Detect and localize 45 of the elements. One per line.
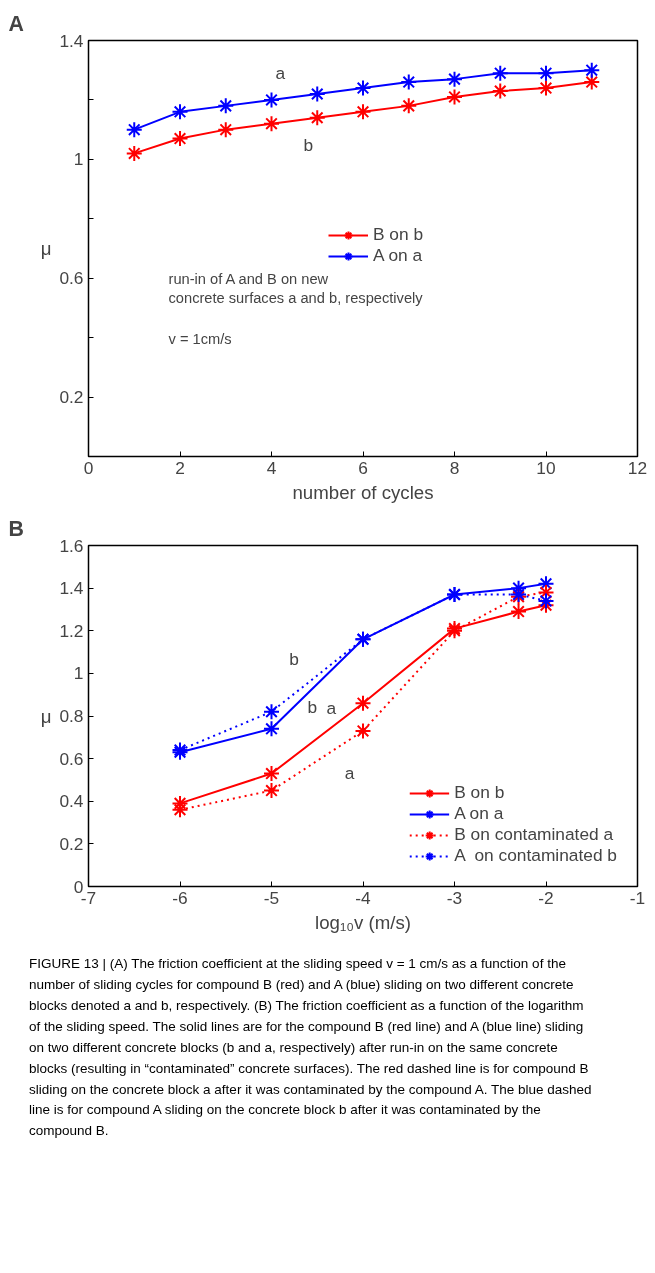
x-tick-label: -4	[355, 887, 372, 908]
chart-title: B	[8, 516, 24, 541]
y-tick-label: 0.6	[59, 268, 84, 289]
chart-title: A	[8, 11, 24, 36]
annotation: a	[326, 698, 337, 719]
legend-label: A on a	[373, 245, 423, 266]
y-tick-label: 1	[73, 663, 84, 684]
x-tick-label: 6	[358, 457, 368, 478]
legend-label: A on a	[454, 803, 504, 824]
y-tick-label: 0.8	[59, 706, 84, 726]
y-tick-label: 1.4	[59, 578, 84, 599]
y-tick-label: 1.4	[59, 30, 84, 51]
x-tick-label: 12	[627, 457, 648, 478]
y-tick-label: 0.4	[59, 791, 84, 812]
text: FIGURE 13 | (A) The friction coefficient at the sliding speed v = 1 cm/s as a function of the number of sliding cycles for compound B (red) and A (blue) sliding on two different concrete blocks denoted a and b, respectively. (B) The friction coefficient as a function of the logarithm of the sliding speed. The solid lines are for the compound B (red line) and A (blue line) sliding on two different concrete blocks (b and a, respectively) after run-in on the same concrete blocks (resulting in “contaminated” concrete surfaces). The red dashed line is for compound B sliding on the concrete block a after it was contaminated by the compound A. The blue dashed line is for compound A sliding on the concrete block b after it was contaminated by the compound B.	[29, 956, 592, 1139]
y-axis-title: μ	[40, 705, 52, 727]
y-tick-label: 1	[73, 149, 84, 170]
y-tick-label: 1.6	[59, 535, 84, 556]
x-tick-label: -3	[446, 887, 463, 908]
annotation: run-in of A and B on new concrete surfaces a and b, respectively	[168, 271, 424, 307]
annotation: v = 1cm/s	[168, 330, 232, 347]
x-tick-label: -5	[263, 887, 280, 908]
legend-label: B on b	[454, 782, 505, 803]
x-axis-title: number of cycles	[292, 481, 434, 503]
x-tick-label: 10	[536, 457, 556, 478]
y-tick-label: 0.6	[59, 748, 84, 769]
annotation: a	[344, 762, 355, 783]
x-tick-label: -2	[538, 887, 554, 908]
x-tick-label: 2	[175, 457, 185, 478]
annotation: a	[275, 62, 286, 83]
legend-label: B on b	[373, 224, 424, 245]
x-tick-label: -6	[172, 887, 188, 908]
x-tick-label: 8	[449, 457, 460, 478]
legend-label: A on contaminated b	[454, 845, 617, 866]
annotation: b	[307, 697, 318, 718]
x-tick-label: 4	[266, 457, 277, 478]
y-tick-label: 0.2	[59, 833, 84, 854]
y-tick-label: 0.2	[59, 387, 84, 408]
y-axis-title: μ	[40, 238, 52, 259]
y-tick-label: 1.2	[59, 620, 84, 641]
x-axis-title: log₁₀v (m/s)	[315, 911, 411, 933]
x-tick-label: -1	[629, 887, 646, 908]
legend-label: B on contaminated a	[454, 824, 614, 845]
annotation: b	[289, 648, 299, 669]
annotation: b	[303, 134, 314, 155]
